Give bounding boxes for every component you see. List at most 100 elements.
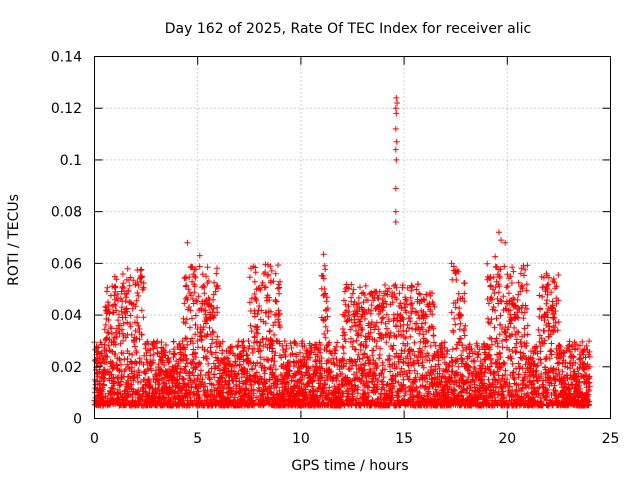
data-point <box>212 349 219 356</box>
data-point <box>165 359 172 366</box>
data-point <box>99 386 106 393</box>
data-point <box>158 339 165 346</box>
data-point <box>118 361 125 368</box>
data-point <box>187 324 193 331</box>
data-point <box>134 289 141 296</box>
data-point <box>182 320 189 327</box>
data-point <box>229 391 236 398</box>
data-point <box>177 369 184 376</box>
data-point <box>147 384 153 391</box>
data-point <box>132 343 138 350</box>
data-point <box>192 274 199 281</box>
data-point <box>204 331 211 338</box>
data-point <box>143 356 150 363</box>
data-point <box>105 306 112 313</box>
data-point <box>135 387 142 393</box>
data-point <box>141 369 148 376</box>
data-point <box>102 321 109 328</box>
data-point <box>190 346 197 353</box>
data-point <box>191 289 198 296</box>
data-point <box>147 346 154 353</box>
data-point <box>172 389 178 396</box>
data-point <box>182 346 189 353</box>
data-point <box>132 327 139 334</box>
data-point <box>166 348 173 355</box>
data-point <box>194 338 201 344</box>
data-point <box>134 314 141 321</box>
data-point <box>114 334 120 341</box>
data-point <box>211 312 218 319</box>
data-point <box>171 350 178 357</box>
data-point <box>236 378 243 385</box>
data-point <box>150 351 157 358</box>
data-point <box>231 394 238 401</box>
data-point <box>233 375 240 382</box>
data-point <box>132 303 139 310</box>
data-point <box>177 365 184 372</box>
data-point <box>206 369 212 376</box>
data-point <box>127 299 134 306</box>
data-point <box>117 295 124 302</box>
data-point <box>105 342 112 349</box>
data-point <box>202 383 209 390</box>
data-point <box>192 266 199 273</box>
data-point <box>120 320 127 327</box>
data-point <box>136 336 143 343</box>
data-point <box>235 370 242 377</box>
data-point <box>192 349 199 356</box>
data-point <box>195 344 201 351</box>
data-point <box>186 368 193 375</box>
data-point <box>181 367 188 374</box>
data-point <box>195 293 202 300</box>
data-point <box>114 362 120 369</box>
data-point <box>181 300 188 307</box>
data-point <box>104 334 110 341</box>
data-point <box>219 338 226 345</box>
data-point <box>135 322 142 329</box>
grid-layer <box>94 56 611 419</box>
data-point <box>206 324 213 331</box>
data-point <box>147 352 154 359</box>
data-point <box>110 365 117 371</box>
data-point <box>155 361 162 368</box>
data-point <box>127 274 134 281</box>
data-point <box>128 381 135 388</box>
data-point <box>241 344 248 351</box>
data-point <box>183 335 190 342</box>
data-point <box>96 368 103 375</box>
data-point <box>204 355 210 362</box>
data-point <box>105 299 111 306</box>
data-point <box>131 368 138 375</box>
data-point <box>193 297 200 304</box>
data-point <box>104 329 111 336</box>
data-point <box>133 297 140 304</box>
data-point <box>102 303 109 310</box>
data-point <box>120 350 127 357</box>
data-point <box>112 303 119 309</box>
data-point <box>137 267 144 274</box>
data-point <box>126 350 133 357</box>
data-point <box>110 385 117 392</box>
data-point <box>156 381 163 387</box>
data-point <box>150 357 157 364</box>
data-point <box>214 265 221 272</box>
data-point <box>136 355 143 362</box>
data-point <box>230 385 237 392</box>
data-point <box>129 351 136 358</box>
data-point <box>112 341 119 348</box>
data-point <box>204 301 211 308</box>
data-point <box>199 398 206 405</box>
data-point <box>243 351 250 358</box>
data-point <box>219 347 226 354</box>
data-point <box>191 283 198 290</box>
data-point <box>189 369 196 376</box>
data-point <box>107 388 114 395</box>
data-point <box>104 353 111 360</box>
data-point <box>110 364 117 370</box>
data-point <box>226 384 233 391</box>
data-point <box>122 314 129 321</box>
data-point <box>139 273 145 280</box>
data-point <box>127 312 134 319</box>
data-point <box>136 401 142 408</box>
data-point <box>199 376 206 383</box>
